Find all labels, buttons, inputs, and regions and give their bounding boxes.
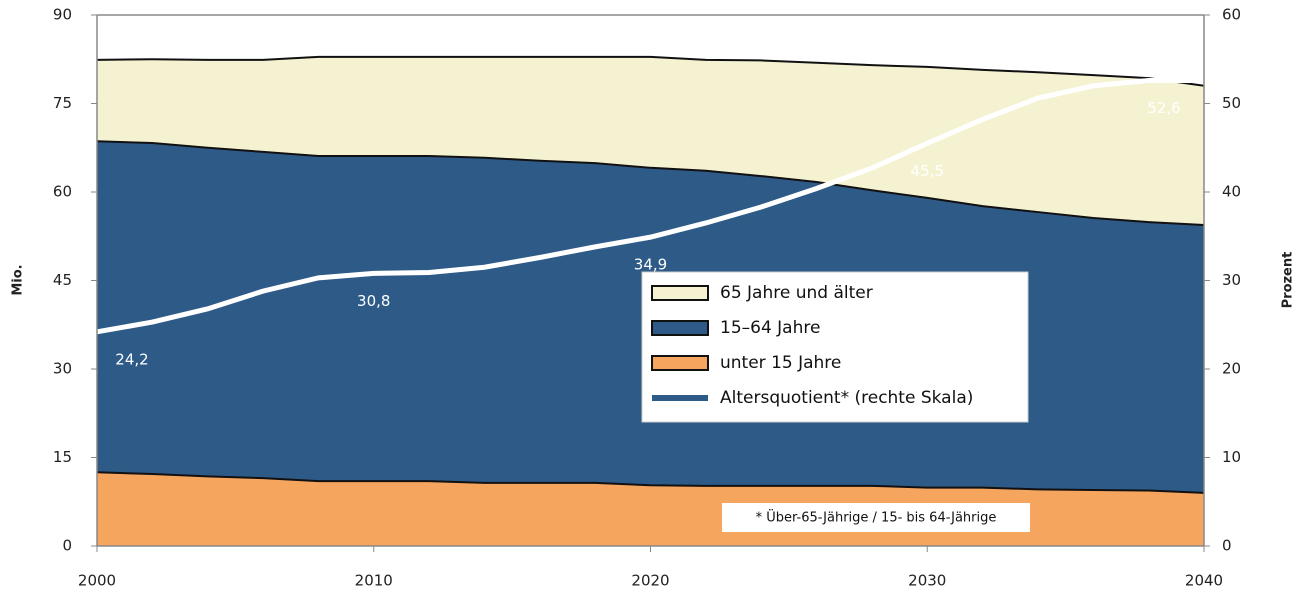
data-label: 24,2 <box>115 350 148 368</box>
x-tick-label: 2000 <box>78 572 116 590</box>
legend-swatch <box>651 355 709 371</box>
y2-tick-label: 50 <box>1222 94 1241 112</box>
y2-tick-label: 20 <box>1222 360 1241 378</box>
y-tick-label: 90 <box>53 6 72 24</box>
area <box>97 56 1204 226</box>
legend-swatch <box>651 285 709 301</box>
data-label: 34,9 <box>634 256 667 274</box>
y2-tick-label: 60 <box>1222 6 1241 24</box>
legend-label: 65 Jahre und älter <box>720 283 873 303</box>
area-edge <box>96 140 1205 227</box>
y-tick-label: 30 <box>53 360 72 378</box>
annotation: * Über-65-Jährige / 15- bis 64-Jährige <box>756 509 997 526</box>
y2-tick-label: 30 <box>1222 271 1241 289</box>
data-label: 52,6 <box>1147 99 1180 117</box>
data-label: 30,8 <box>357 292 390 310</box>
y2-axis-label: Prozent <box>1281 252 1296 309</box>
annotation-box <box>722 503 1030 532</box>
area-edge <box>96 55 1205 87</box>
legend-label: 15–64 Jahre <box>720 318 820 338</box>
y2-tick-label: 40 <box>1222 183 1241 201</box>
y-tick-label: 45 <box>53 271 72 289</box>
legend-label: Altersquotient* (rechte Skala) <box>720 388 973 408</box>
y-axis-label: Mio. <box>11 264 26 295</box>
legend-label: unter 15 Jahre <box>720 353 841 373</box>
legend: 65 Jahre und älter 15–64 Jahre unter 15 Ja… <box>641 271 1029 423</box>
y-tick-label: 15 <box>53 448 72 466</box>
y-tick-label: 60 <box>53 183 72 201</box>
x-tick-label: 2030 <box>908 572 946 590</box>
x-tick-label: 2040 <box>1185 572 1223 590</box>
x-tick-label: 2020 <box>631 572 669 590</box>
line <box>96 77 1204 335</box>
data-label: 45,5 <box>911 162 944 180</box>
area-edge <box>96 471 1205 494</box>
y-tick-label: 75 <box>53 94 72 112</box>
y-tick-label: 0 <box>62 537 72 555</box>
legend-swatch <box>651 320 709 336</box>
y2-tick-label: 10 <box>1222 448 1241 466</box>
x-tick-label: 2010 <box>355 572 393 590</box>
y2-tick-label: 0 <box>1222 537 1232 555</box>
